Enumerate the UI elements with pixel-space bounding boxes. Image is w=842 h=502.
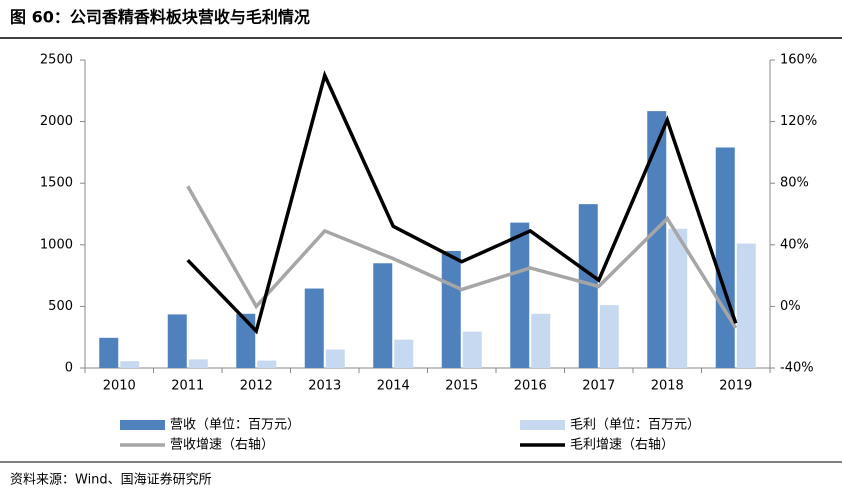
bar xyxy=(668,228,688,368)
y2-tick-label: 0% xyxy=(780,299,801,314)
line-series xyxy=(186,70,738,335)
bar xyxy=(531,313,551,368)
y-tick-label: 2500 xyxy=(40,53,73,68)
bar xyxy=(325,349,345,368)
legend-swatch xyxy=(120,420,165,430)
bar xyxy=(120,361,140,368)
x-tick-label: 2011 xyxy=(171,379,204,394)
bar xyxy=(462,331,482,368)
x-tick-label: 2012 xyxy=(240,379,273,394)
bar xyxy=(99,337,119,368)
bar xyxy=(647,111,667,369)
y2-tick-label: -40% xyxy=(780,361,814,376)
y2-tick-label: 160% xyxy=(780,53,817,68)
x-tick-label: 2018 xyxy=(651,379,684,394)
bar xyxy=(578,204,598,368)
bar xyxy=(188,359,208,368)
x-tick-label: 2015 xyxy=(445,379,478,394)
y2-tick-label: 120% xyxy=(780,114,817,129)
y-tick-label: 500 xyxy=(48,299,73,314)
y-tick-label: 0 xyxy=(65,361,73,376)
line-series xyxy=(186,185,738,329)
y-tick-label: 1500 xyxy=(40,176,73,191)
legend-label: 毛利（单位：百万元） xyxy=(570,418,700,433)
bar xyxy=(510,222,530,368)
bar xyxy=(394,339,414,368)
legend-label: 毛利增速（右轴） xyxy=(570,438,674,453)
x-tick-label: 2016 xyxy=(514,379,547,394)
legend-swatch xyxy=(520,420,565,430)
bar xyxy=(373,263,393,368)
legend-label: 营收（单位：百万元） xyxy=(170,418,300,433)
x-tick-label: 2013 xyxy=(308,379,341,394)
x-tick-label: 2019 xyxy=(719,379,752,394)
bar xyxy=(599,305,619,368)
bar xyxy=(167,314,187,368)
y2-tick-label: 80% xyxy=(780,176,809,191)
bar xyxy=(257,360,277,368)
x-tick-label: 2014 xyxy=(377,379,410,394)
bar xyxy=(736,243,756,368)
legend-label: 营收增速（右轴） xyxy=(170,438,274,453)
x-tick-label: 2017 xyxy=(582,379,615,394)
x-tick-label: 2010 xyxy=(103,379,136,394)
bar xyxy=(715,147,735,368)
bar xyxy=(304,288,324,368)
y-tick-label: 2000 xyxy=(40,114,73,129)
source: 资料来源：Wind、国海证券研究所 xyxy=(10,472,212,488)
bar xyxy=(441,250,461,368)
chart-title: 图 60：公司香精香料板块营收与毛利情况 xyxy=(10,8,310,27)
y-tick-label: 1000 xyxy=(40,237,73,252)
y2-tick-label: 40% xyxy=(780,237,809,252)
